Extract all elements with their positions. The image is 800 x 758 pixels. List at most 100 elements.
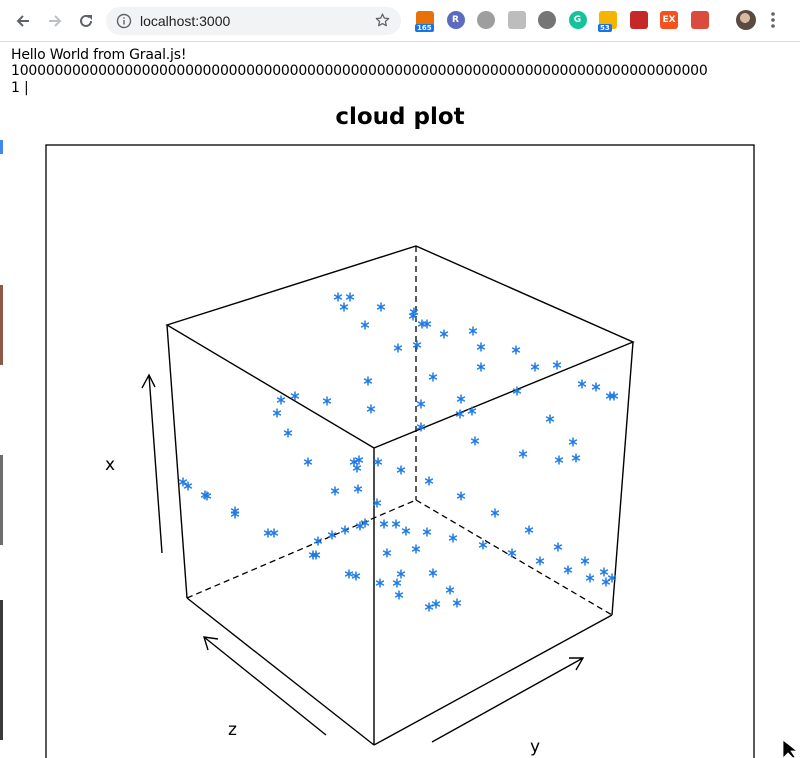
- data-point: [553, 542, 563, 552]
- page-content: Hello World from Graal.js! 1000000000000…: [0, 42, 800, 758]
- reload-icon: [80, 14, 92, 27]
- z-axis-label: z: [228, 720, 237, 740]
- data-point: [379, 519, 389, 529]
- data-point: [512, 386, 522, 396]
- data-point: [607, 573, 617, 583]
- rss-extension-icon[interactable]: 165: [415, 11, 434, 32]
- window-edge: [0, 600, 3, 740]
- data-point: [416, 422, 426, 432]
- data-point: [422, 527, 432, 537]
- gear-extension-icon[interactable]: [477, 11, 495, 29]
- data-point: [568, 437, 578, 447]
- cube-edge: [611, 341, 634, 616]
- data-point: [269, 528, 279, 538]
- data-point: [230, 509, 240, 519]
- todoist-extension-icon[interactable]: [690, 11, 709, 29]
- data-point: [552, 360, 562, 370]
- data-point: [422, 319, 432, 329]
- data-point: [382, 548, 392, 558]
- cursor-line-text: 1 |: [11, 80, 29, 96]
- data-point: [571, 453, 581, 463]
- profile-avatar[interactable]: [736, 10, 756, 30]
- data-point: [535, 556, 545, 566]
- data-point: [202, 491, 212, 501]
- back-button[interactable]: [10, 8, 36, 34]
- data-point: [351, 571, 361, 581]
- cube-edge: [186, 597, 375, 746]
- data-point: [313, 536, 323, 546]
- data-point: [585, 573, 595, 583]
- data-point: [391, 519, 401, 529]
- data-point: [439, 329, 449, 339]
- puzzle-extension-icon[interactable]: 53: [598, 11, 617, 32]
- data-point: [452, 598, 462, 608]
- data-point: [366, 404, 376, 414]
- window-extension-icon[interactable]: [507, 11, 526, 29]
- y-axis-arrow: [431, 657, 585, 743]
- data-point: [431, 599, 441, 609]
- data-point: [311, 550, 321, 560]
- address-bar[interactable]: localhost:3000: [106, 7, 401, 35]
- data-point: [599, 567, 609, 577]
- data-point: [290, 391, 300, 401]
- data-point: [396, 465, 406, 475]
- window-edge: [0, 140, 3, 154]
- data-point: [580, 556, 590, 566]
- reload-button[interactable]: [73, 8, 99, 34]
- data-point: [272, 408, 282, 418]
- data-point: [455, 409, 465, 419]
- data-point: [340, 525, 350, 535]
- data-point: [339, 302, 349, 312]
- data-point: [394, 590, 404, 600]
- data-point: [591, 382, 601, 392]
- data-point: [353, 484, 363, 494]
- data-point: [373, 457, 383, 467]
- data-point: [408, 311, 418, 321]
- data-point: [393, 343, 403, 353]
- bookmark-star-icon[interactable]: [374, 12, 391, 29]
- extension-badge: 53: [598, 24, 612, 32]
- grammarly-extension-icon[interactable]: G: [568, 11, 587, 29]
- data-point: [601, 577, 611, 587]
- box-extension-icon[interactable]: [629, 11, 648, 29]
- data-point: [333, 292, 343, 302]
- cube-edge: [373, 614, 613, 746]
- data-point: [283, 428, 293, 438]
- info-icon[interactable]: [116, 13, 132, 29]
- data-point: [303, 457, 313, 467]
- data-point: [276, 395, 286, 405]
- z-axis-arrow: [203, 636, 327, 736]
- data-point: [352, 463, 362, 473]
- plot-panel-frame: [45, 144, 755, 758]
- data-point: [354, 455, 364, 465]
- ex-extension-icon[interactable]: EX: [660, 11, 678, 29]
- data-point: [376, 302, 386, 312]
- data-point: [360, 518, 370, 528]
- extension-label: G: [573, 15, 582, 25]
- window-edge: [0, 285, 3, 365]
- camera-extension-icon[interactable]: [538, 11, 556, 29]
- data-point: [345, 292, 355, 302]
- forward-button[interactable]: [42, 8, 68, 34]
- url-text[interactable]: localhost:3000: [140, 13, 231, 29]
- y-axis-label: y: [530, 737, 540, 757]
- data-point: [478, 540, 488, 550]
- data-point: [396, 569, 406, 579]
- plot-title: cloud plot: [335, 104, 465, 130]
- back-arrow-icon: [16, 15, 29, 27]
- menu-dots-icon[interactable]: [770, 10, 776, 30]
- data-point: [530, 362, 540, 372]
- cube-edge: [166, 324, 188, 599]
- data-point: [445, 585, 455, 595]
- data-point: [428, 372, 438, 382]
- data-point: [468, 326, 478, 336]
- data-point: [411, 544, 421, 554]
- data-point: [183, 481, 193, 491]
- window-edge: [0, 455, 3, 545]
- x-axis-arrow: [141, 373, 163, 554]
- cube-edge: [415, 499, 613, 616]
- data-point: [327, 530, 337, 540]
- r-extension-icon[interactable]: R: [446, 11, 465, 29]
- axis-arrows: [141, 373, 585, 743]
